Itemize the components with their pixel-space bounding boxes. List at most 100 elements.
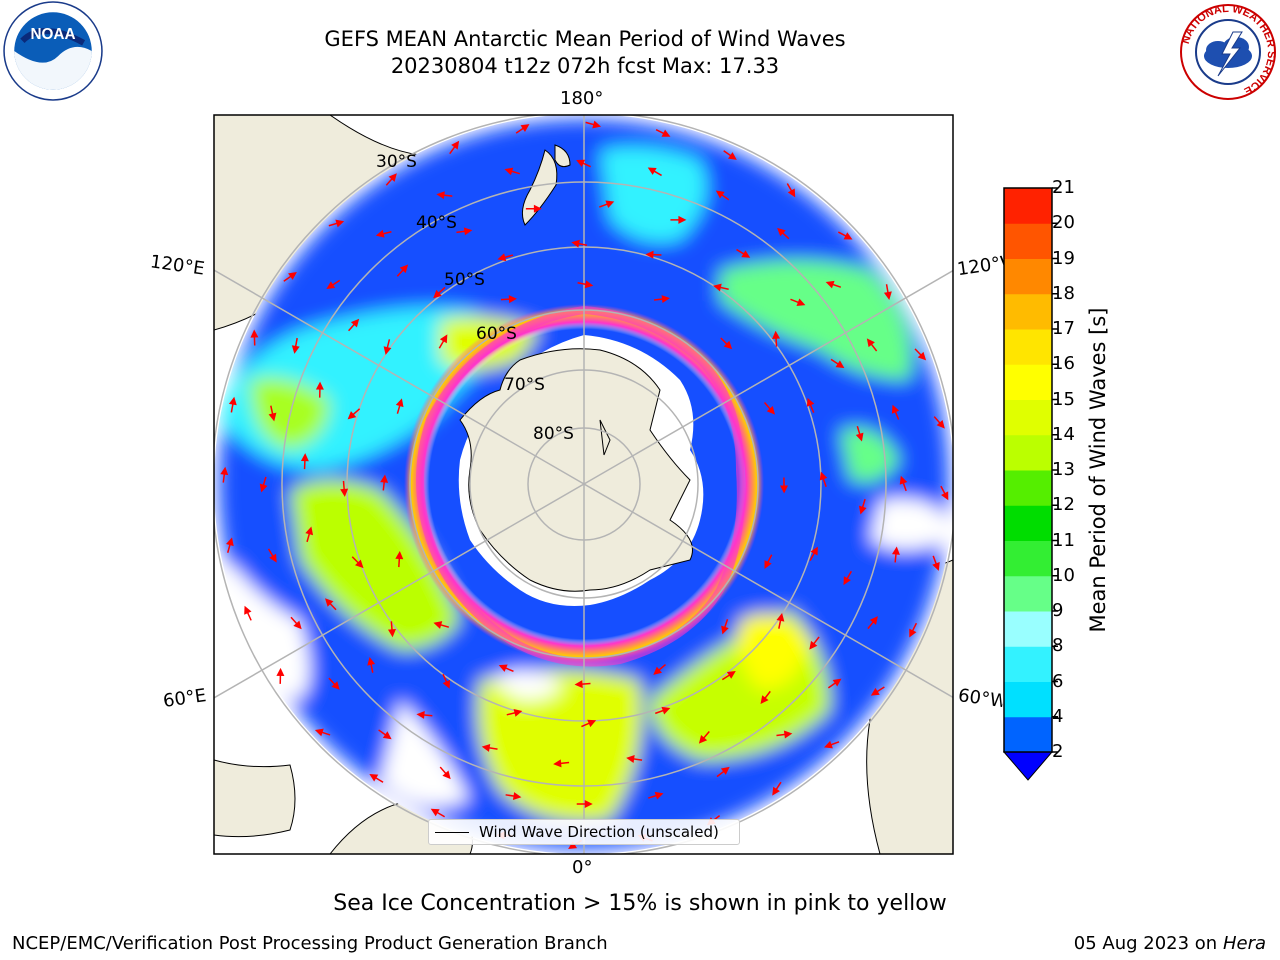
- wave-direction-arrow: [553, 759, 570, 768]
- colorbar-under-triangle: [1002, 751, 1054, 781]
- wave-direction-arrow: [809, 546, 818, 561]
- wave-direction-arrow: [433, 286, 446, 299]
- graticule: [214, 115, 953, 854]
- wave-direction-arrow: [375, 229, 392, 238]
- wave-direction-arrow: [830, 358, 845, 369]
- wave-direction-arrow: [867, 616, 878, 630]
- meridian-120w: [583, 269, 953, 485]
- wave-direction-arrow: [909, 622, 918, 638]
- colorbar: [1002, 187, 1058, 781]
- wave-direction-arrow: [340, 480, 349, 497]
- wave-direction-arrow: [653, 295, 670, 304]
- wave-direction-arrow: [825, 280, 842, 289]
- wave-direction-arrow: [456, 227, 473, 236]
- colorbar-tick-label: 16: [1052, 353, 1075, 375]
- wave-direction-arrow: [780, 477, 789, 494]
- wave-direction-arrow: [387, 621, 396, 638]
- colorbar-band: [1004, 540, 1052, 577]
- wave-direction-arrow: [436, 191, 453, 200]
- wave-direction-arrow: [351, 556, 364, 569]
- wave-direction-arrow: [713, 283, 729, 292]
- wave-direction-arrow: [721, 671, 736, 681]
- wave-direction-arrow: [772, 330, 781, 347]
- wave-direction-arrow: [858, 498, 867, 515]
- wave-direction-arrow: [837, 231, 853, 240]
- colorbar-band: [1004, 223, 1052, 259]
- wave-direction-arrow: [226, 537, 234, 553]
- lat-label-30s: 30°S: [376, 152, 417, 172]
- colorbar-band: [1004, 716, 1052, 753]
- wave-direction-arrow: [715, 190, 730, 201]
- wave-direction-arrow: [315, 381, 324, 398]
- wave-direction-arrow: [777, 227, 790, 240]
- wave-direction-arrow: [776, 730, 793, 739]
- colorbar-band: [1004, 434, 1052, 471]
- wave-direction-arrow: [806, 397, 815, 413]
- lon-label-0: 0°: [572, 857, 593, 878]
- lat-label-80s: 80°S: [533, 424, 574, 444]
- wave-direction-arrow: [763, 402, 775, 415]
- wave-direction-arrow: [891, 404, 900, 420]
- wave-direction-arrow: [385, 173, 397, 186]
- wave-direction-arrow: [506, 709, 523, 717]
- wave-direction-arrow: [585, 120, 602, 129]
- lat-label-50s: 50°S: [444, 270, 485, 290]
- colorbar-tick-label: 4: [1052, 705, 1064, 727]
- wave-direction-arrow: [914, 348, 927, 361]
- colorbar-band: [1004, 611, 1052, 647]
- machine-name: Hera: [1222, 933, 1266, 954]
- map-subtitle: 20230804 t12z 072h fcst Max: 17.33: [390, 54, 780, 78]
- date-stamp: 05 Aug 2023 on Hera: [1074, 933, 1266, 954]
- colorbar-tick-label: 13: [1052, 459, 1075, 480]
- wave-direction-arrow: [500, 295, 517, 304]
- meridian-60e: [214, 483, 585, 699]
- wave-direction-arrow: [940, 485, 949, 501]
- wave-direction-arrow: [626, 755, 643, 763]
- wave-direction-arrow: [395, 398, 404, 414]
- wave-direction-arrow: [809, 636, 820, 650]
- lat-label-40s: 40°S: [416, 213, 457, 233]
- colorbar-tick-label: 14: [1052, 423, 1075, 445]
- wave-direction-arrow: [891, 546, 900, 563]
- wave-direction-arrow: [328, 219, 345, 228]
- colorbar-label: Mean Period of Wind Waves [s]: [1086, 307, 1110, 633]
- colorbar-band: [1004, 470, 1052, 506]
- colorbar-band: [1004, 293, 1052, 330]
- wave-direction-arrow: [283, 272, 297, 282]
- wave-direction-arrow: [267, 548, 277, 563]
- wave-direction-arrow: [716, 766, 730, 778]
- wave-direction-arrow: [276, 667, 285, 684]
- date-text: 05 Aug 2023 on: [1073, 933, 1218, 954]
- wave-direction-arrow: [776, 613, 785, 629]
- colorbar-tick-label: 18: [1052, 282, 1075, 304]
- wave-direction-arrow: [326, 279, 341, 290]
- wave-direction-arrow: [723, 150, 737, 160]
- wave-direction-arrow: [383, 339, 392, 355]
- wave-direction-arrow: [581, 719, 597, 728]
- legend-label: Wind Wave Direction (unscaled): [479, 823, 719, 841]
- wave-direction-arrow: [772, 781, 782, 796]
- wave-direction-arrow: [574, 680, 591, 689]
- wave-direction-arrow: [439, 766, 451, 780]
- wave-direction-arrow: [824, 740, 840, 749]
- wave-direction-arrow: [433, 621, 450, 629]
- wave-direction-arrow: [827, 678, 842, 689]
- wave-direction-arrow: [870, 686, 885, 696]
- wave-direction-arrow: [899, 475, 908, 492]
- colorbar-tick-label: 6: [1052, 670, 1064, 692]
- wave-direction-arrow: [670, 215, 687, 224]
- wave-direction-arrow: [933, 416, 945, 429]
- wave-direction-arrow: [645, 250, 662, 259]
- colorbar-tick-label: 21: [1052, 177, 1075, 198]
- colorbar-band: [1004, 188, 1052, 224]
- wave-direction-arrow: [416, 710, 433, 719]
- noaa-logo-text: NOAA: [31, 26, 76, 43]
- wave-direction-arrow: [498, 664, 514, 672]
- wave-direction-arrow: [348, 318, 360, 332]
- wave-direction-arrow: [571, 239, 588, 248]
- wave-direction-arrow: [525, 204, 542, 213]
- wave-direction-arrow: [497, 253, 514, 262]
- wave-direction-arrow: [760, 690, 771, 705]
- map-frame: [213, 114, 954, 855]
- wave-direction-arrow: [481, 743, 498, 752]
